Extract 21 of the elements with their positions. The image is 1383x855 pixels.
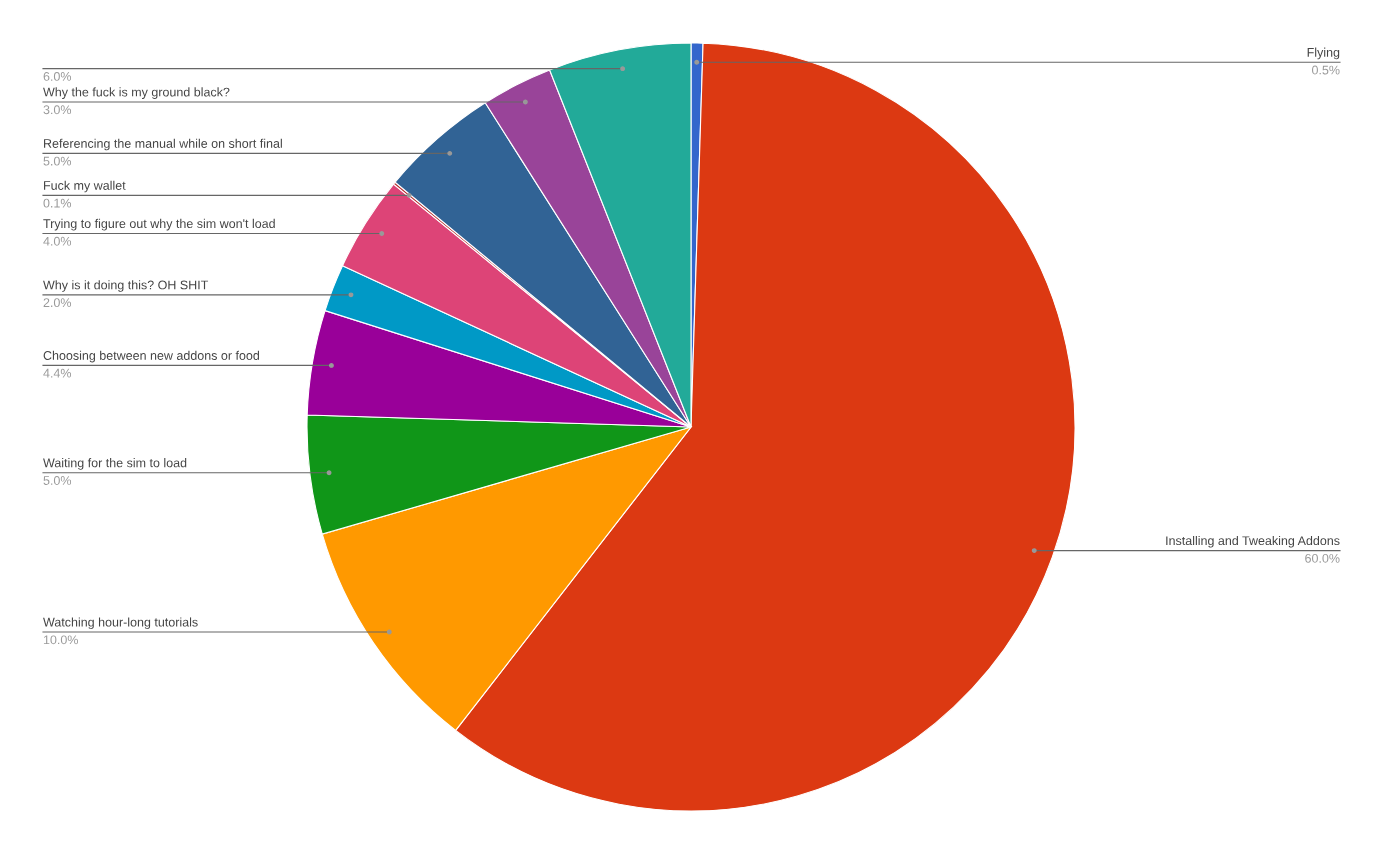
- data-label: 6.0%: [43, 71, 72, 81]
- data-label: 2.0%: [43, 298, 72, 308]
- slice-label: Why the fuck is my ground black?: [43, 87, 230, 99]
- slice-label: Choosing between new addons or food: [43, 350, 260, 363]
- data-label: 10.0%: [43, 635, 78, 645]
- data-label: 4.4%: [43, 368, 72, 378]
- slice-label: Installing and Tweaking Addons: [1166, 535, 1340, 548]
- data-label: 0.1%: [43, 198, 72, 208]
- data-label: 5.0%: [43, 476, 72, 485]
- slice-label: Why is it doing this? OH SHIT: [43, 280, 209, 292]
- data-label: 5.0%: [43, 156, 72, 166]
- slice-label: Referencing the manual while on short final: [44, 138, 282, 151]
- slice-label: Flying: [1307, 47, 1340, 60]
- slice-label: Waiting for the sim to load: [43, 458, 187, 470]
- slice-label: Trying to figure out why the sim won't load: [43, 218, 275, 231]
- data-label: 3.0%: [43, 105, 72, 115]
- slice-label: Fuck my wallet: [44, 180, 126, 193]
- data-label: 60.0%: [1305, 553, 1340, 563]
- slice-label: Watching hour-long tutorials: [43, 617, 198, 630]
- data-label: 0.5%: [1312, 65, 1340, 75]
- data-label: 4.0%: [43, 236, 72, 246]
